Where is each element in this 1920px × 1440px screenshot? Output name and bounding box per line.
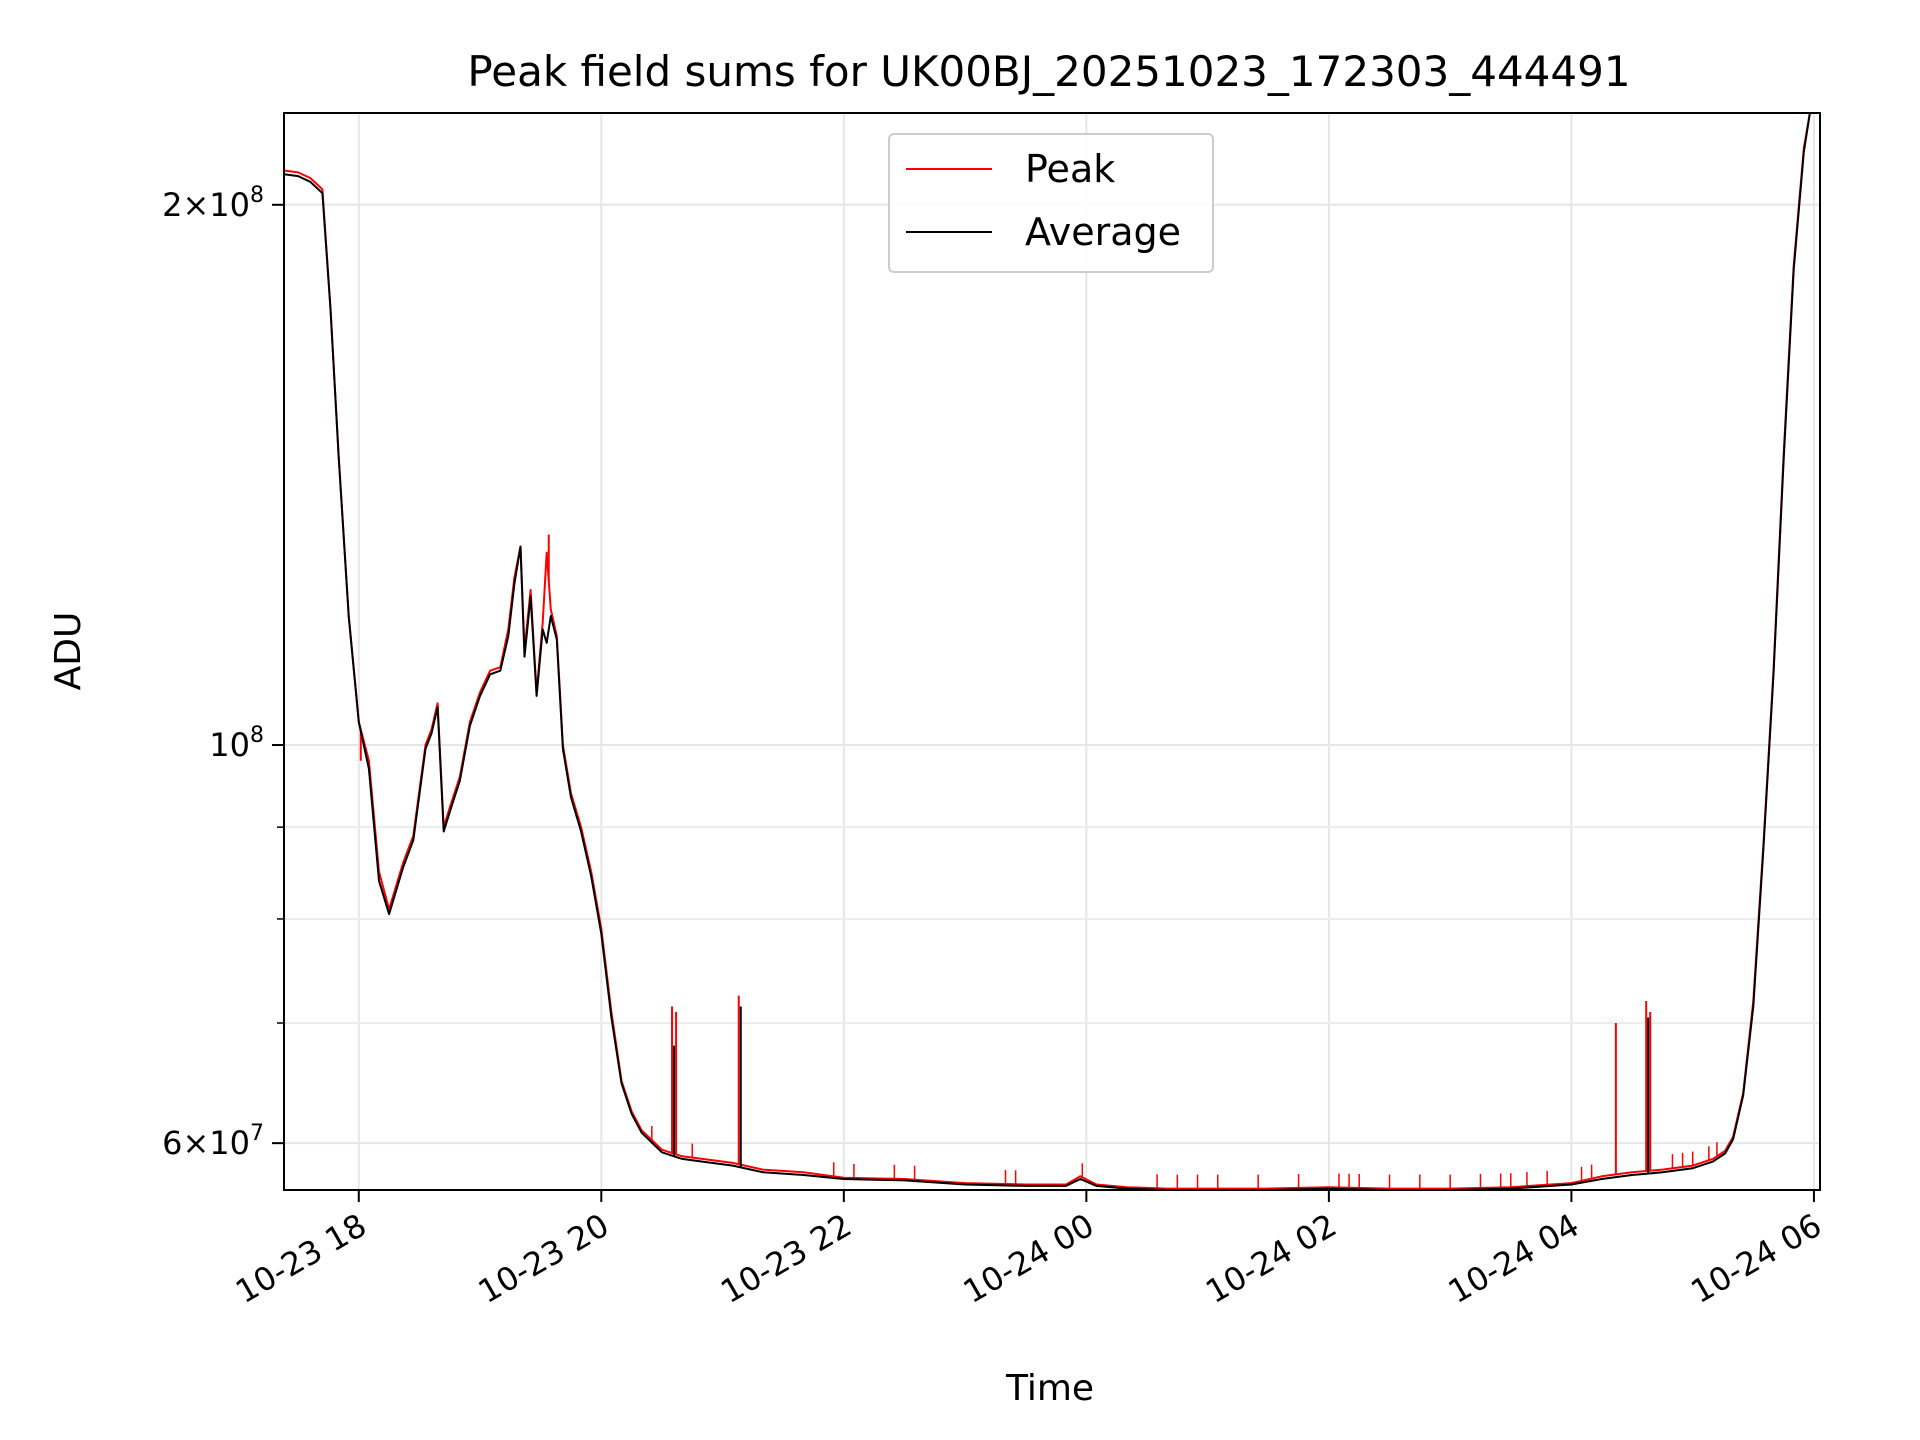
legend-label-average: Average xyxy=(1025,210,1181,254)
series-layer xyxy=(284,113,1811,1190)
series-line-average xyxy=(284,113,1811,1190)
legend: Peak Average xyxy=(888,133,1214,273)
y-axis: 6×107 108 2×108 xyxy=(162,183,284,1162)
y-tick-label: 108 xyxy=(209,723,264,764)
plot-frame xyxy=(283,112,1821,1191)
y-tick-label: 2×108 xyxy=(162,183,264,224)
x-axis-label: Time xyxy=(1005,1368,1094,1409)
legend-label-peak: Peak xyxy=(1025,147,1115,191)
y-axis-label: ADU xyxy=(48,612,89,691)
y-tick-label: 6×107 xyxy=(162,1121,264,1162)
chart-title: Peak field sums for UK00BJ_20251023_1723… xyxy=(467,47,1630,96)
